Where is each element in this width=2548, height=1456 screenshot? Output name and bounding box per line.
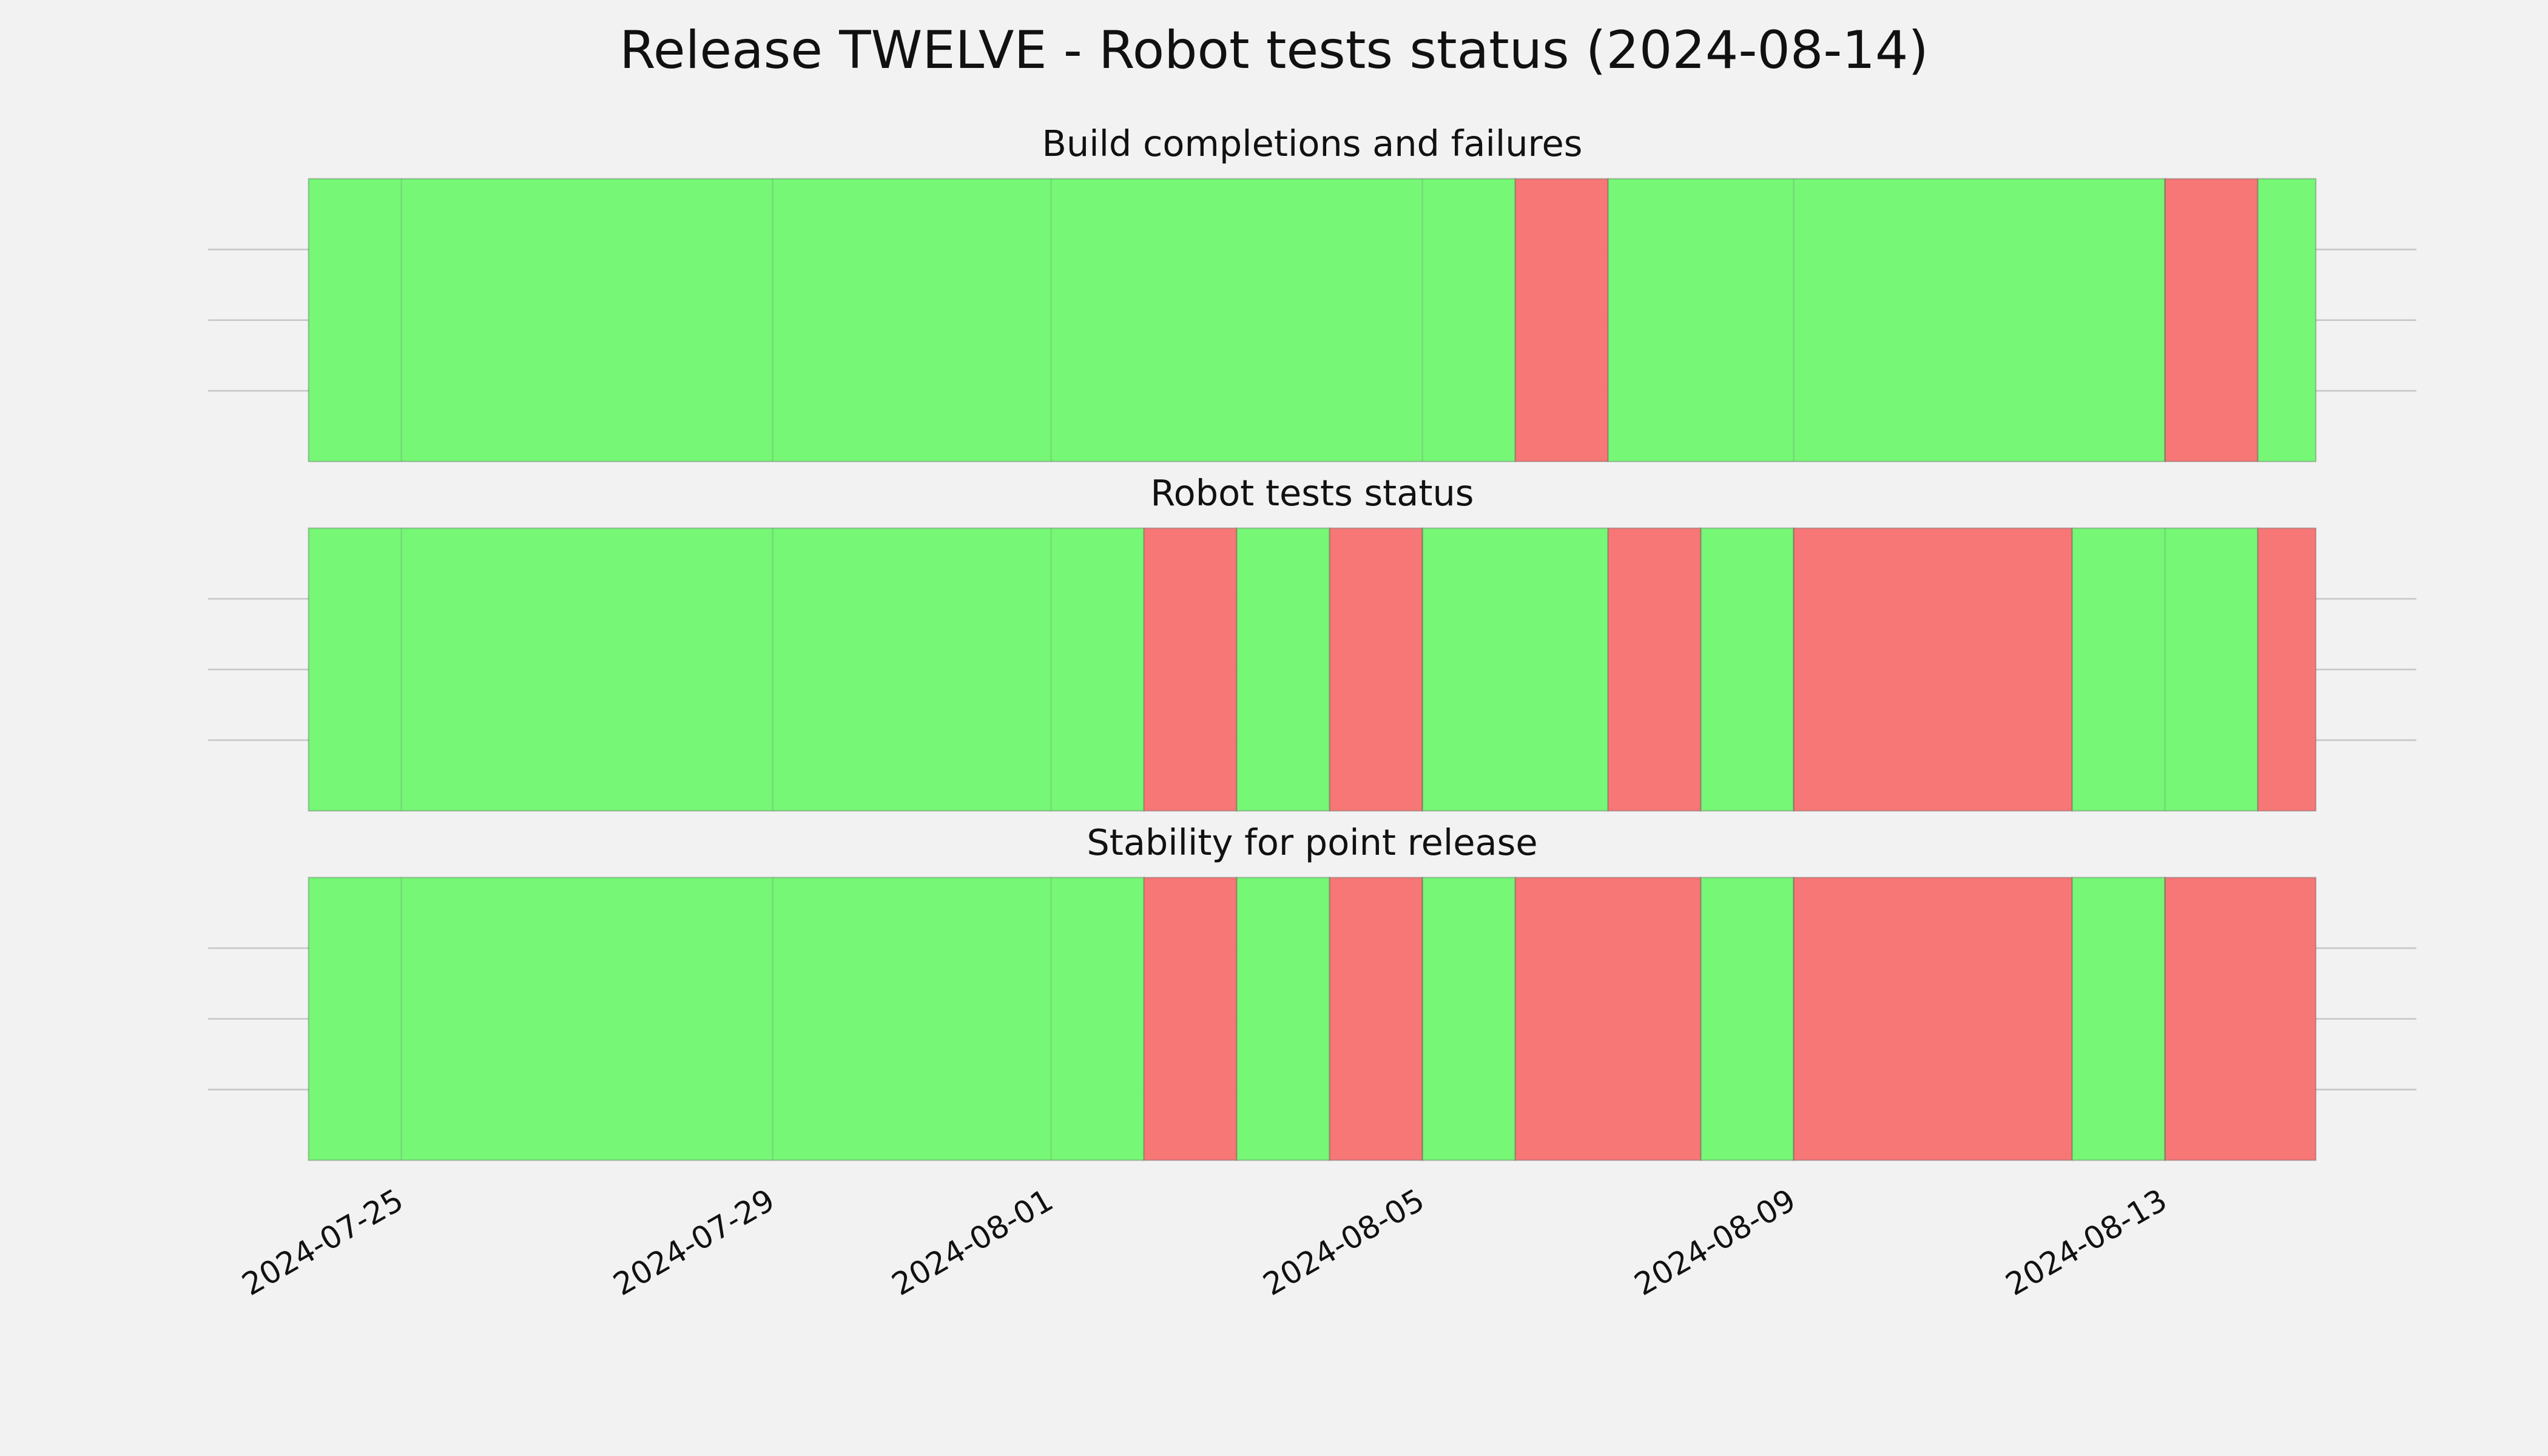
status-segment [1793, 877, 2073, 1161]
status-segment [2071, 527, 2259, 812]
status-segment [1514, 178, 1609, 462]
status-segment [308, 877, 1145, 1161]
status-segment [2257, 178, 2317, 462]
x-tick-label: 2024-08-05 [1258, 1182, 1431, 1303]
status-segment [1700, 527, 1795, 812]
status-segment [1236, 877, 1330, 1161]
status-segment [1700, 877, 1795, 1161]
status-segment [1329, 877, 1423, 1161]
subplot-title: Robot tests status [1150, 472, 1474, 514]
status-segment [2257, 527, 2317, 812]
chart-title: Release TWELVE - Robot tests status (202… [619, 20, 1929, 81]
status-segment [1421, 877, 1516, 1161]
status-segment [308, 527, 1145, 812]
x-tick-label: 2024-08-09 [1629, 1182, 1802, 1303]
x-tick-label: 2024-07-29 [608, 1182, 781, 1303]
status-segment [1143, 527, 1238, 812]
status-segment [1143, 877, 1238, 1161]
status-segment [1607, 178, 2166, 462]
status-segment [2071, 877, 2166, 1161]
status-segment [308, 178, 1516, 462]
x-tick-label: 2024-08-01 [886, 1182, 1060, 1303]
subplot-title: Build completions and failures [1042, 123, 1582, 164]
status-segment [1793, 527, 2073, 812]
subplot-title: Stability for point release [1087, 821, 1537, 863]
status-segment [1236, 527, 1330, 812]
status-segment [1514, 877, 1702, 1161]
x-tick-label: 2024-08-13 [2000, 1182, 2174, 1303]
status-segment [1421, 527, 1609, 812]
x-tick-label: 2024-07-25 [237, 1182, 410, 1303]
status-segment [1607, 527, 1702, 812]
status-segment [2164, 178, 2259, 462]
status-segment [1329, 527, 1423, 812]
status-segment [2164, 877, 2317, 1161]
